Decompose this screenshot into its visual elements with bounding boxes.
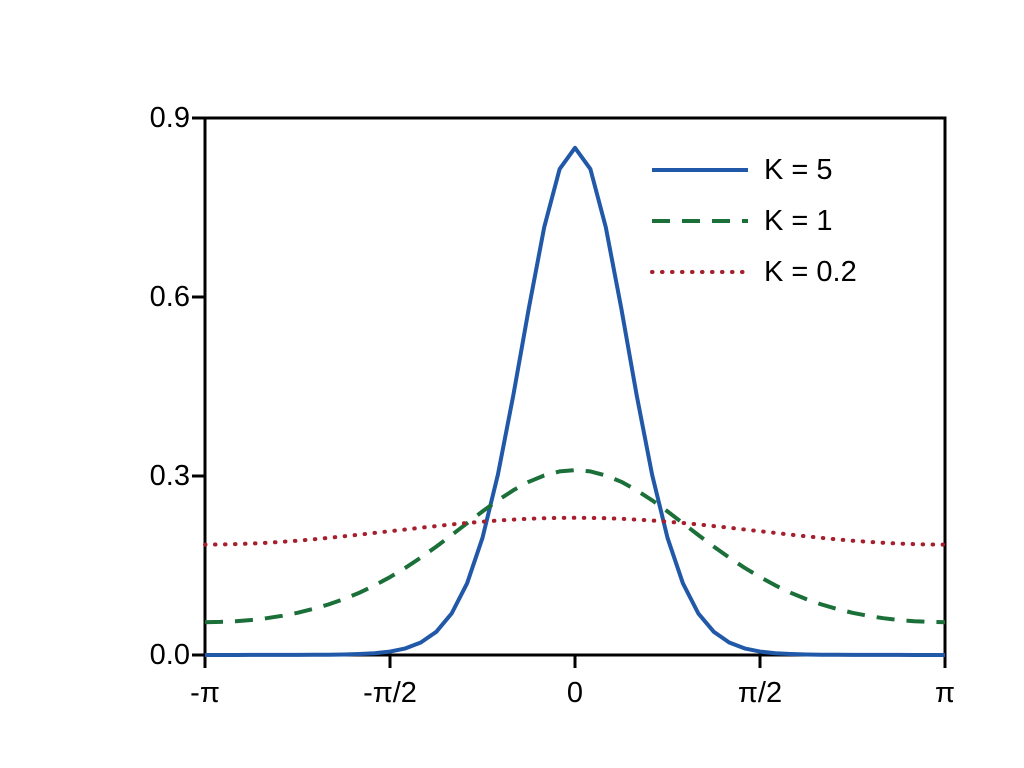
curve-0 [205, 145, 945, 657]
legend-label-k1: K = 1 [764, 205, 833, 237]
y-tick-label-3: 0.9 [149, 102, 190, 134]
legend-label-k5: K = 5 [764, 154, 833, 186]
y-tick-label-0: 0.0 [149, 639, 190, 671]
y-tick-label-1: 0.3 [149, 460, 190, 492]
axes-frame [203, 116, 947, 657]
curve-1 [204, 468, 946, 625]
x-tick-label-neg-half-pi: -π/2 [363, 677, 417, 709]
x-tick-label-neg-pi: -π [190, 677, 220, 709]
legend-label-k02: K = 0.2 [764, 256, 857, 288]
y-tick-label-2: 0.6 [149, 281, 190, 313]
x-tick-label-half-pi: π/2 [737, 677, 783, 709]
x-tick-label-pi: π [934, 677, 955, 709]
curve-2 [203, 515, 947, 547]
x-tick-label-zero: 0 [566, 677, 584, 709]
